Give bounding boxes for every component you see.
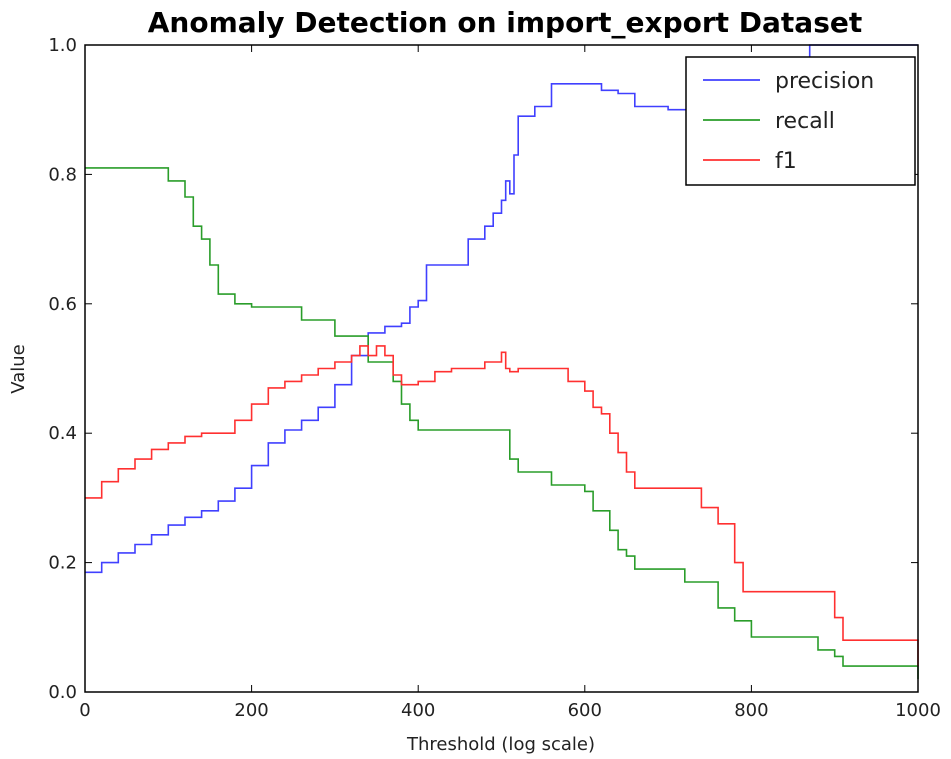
y-axis-ticks: 0.0 0.2 0.4 0.6 0.8 1.0 bbox=[48, 35, 918, 703]
y-tick-label: 1.0 bbox=[48, 35, 77, 56]
x-tick-label: 200 bbox=[234, 700, 268, 721]
legend-label-precision: precision bbox=[775, 69, 874, 94]
x-tick-label: 0 bbox=[79, 700, 90, 721]
series-line-recall bbox=[85, 167, 919, 680]
x-tick-label: 1000 bbox=[895, 700, 941, 721]
legend-label-recall: recall bbox=[775, 109, 835, 134]
x-axis-label: Threshold (log scale) bbox=[406, 734, 595, 755]
y-tick-label: 0.6 bbox=[48, 294, 77, 315]
plot-frame bbox=[84, 44, 919, 693]
y-axis-label: Value bbox=[8, 344, 29, 393]
legend-label-f1: f1 bbox=[775, 149, 797, 174]
chart-title: Anomaly Detection on import_export Datas… bbox=[148, 6, 863, 39]
y-tick-label: 0.2 bbox=[48, 553, 77, 574]
legend-entries: precision recall f1 bbox=[703, 69, 874, 174]
y-tick-label: 0.8 bbox=[48, 164, 77, 185]
series-line-f1 bbox=[85, 345, 919, 667]
legend: precision recall f1 bbox=[685, 56, 916, 186]
x-tick-label: 600 bbox=[568, 700, 602, 721]
series-layer bbox=[85, 44, 919, 680]
x-tick-label: 400 bbox=[401, 700, 435, 721]
series-line-precision bbox=[85, 44, 918, 574]
x-tick-label: 800 bbox=[734, 700, 768, 721]
legend-box bbox=[685, 56, 916, 186]
x-axis-ticks: 0 200 400 600 800 1000 bbox=[79, 45, 941, 721]
y-tick-label: 0.0 bbox=[48, 682, 77, 703]
y-tick-label: 0.4 bbox=[48, 423, 77, 444]
